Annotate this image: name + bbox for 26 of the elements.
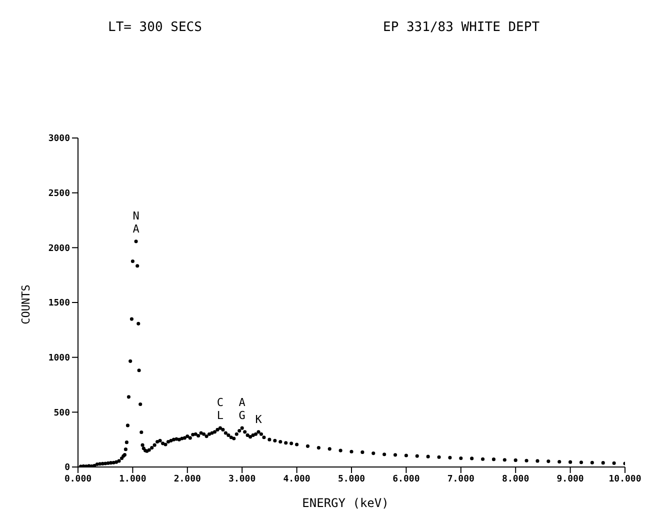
x-tick-label: 2.000: [174, 474, 201, 484]
x-tick-label: 3.000: [228, 474, 256, 484]
annotation: CL: [214, 396, 227, 422]
y-tick-label: 0: [64, 463, 70, 474]
x-tick-label: 7.000: [447, 474, 474, 484]
x-tick-label: 1.000: [119, 474, 146, 484]
x-tick-label: 9.000: [556, 474, 584, 484]
x-tick-label: 8.000: [502, 474, 530, 484]
x-tick-label: 5.000: [338, 474, 366, 484]
x-tick-label: 0.000: [64, 474, 92, 484]
x-tick-label: 4.000: [283, 474, 310, 484]
chart-subtitle: EP 331/83 WHITE DEPT: [383, 20, 540, 35]
y-tick-label: 2500: [48, 189, 70, 200]
y-axis-title: COUNTS: [20, 284, 32, 326]
annotation: K: [252, 412, 266, 426]
y-tick-label: 3000: [48, 134, 70, 144]
x-axis-title: ENERGY (keV): [301, 496, 390, 510]
annotation: NA: [130, 209, 143, 236]
x-tick-label: 6.000: [392, 474, 420, 484]
y-tick-label: 1000: [48, 354, 70, 364]
y-tick-label: 500: [54, 408, 70, 418]
y-tick-label: 1500: [48, 298, 70, 309]
x-tick-label: 10.000: [608, 474, 642, 484]
chart-title: LT= 300 SECS: [108, 20, 202, 35]
annotation: AG: [236, 396, 249, 422]
y-tick-label: 2000: [48, 244, 70, 254]
